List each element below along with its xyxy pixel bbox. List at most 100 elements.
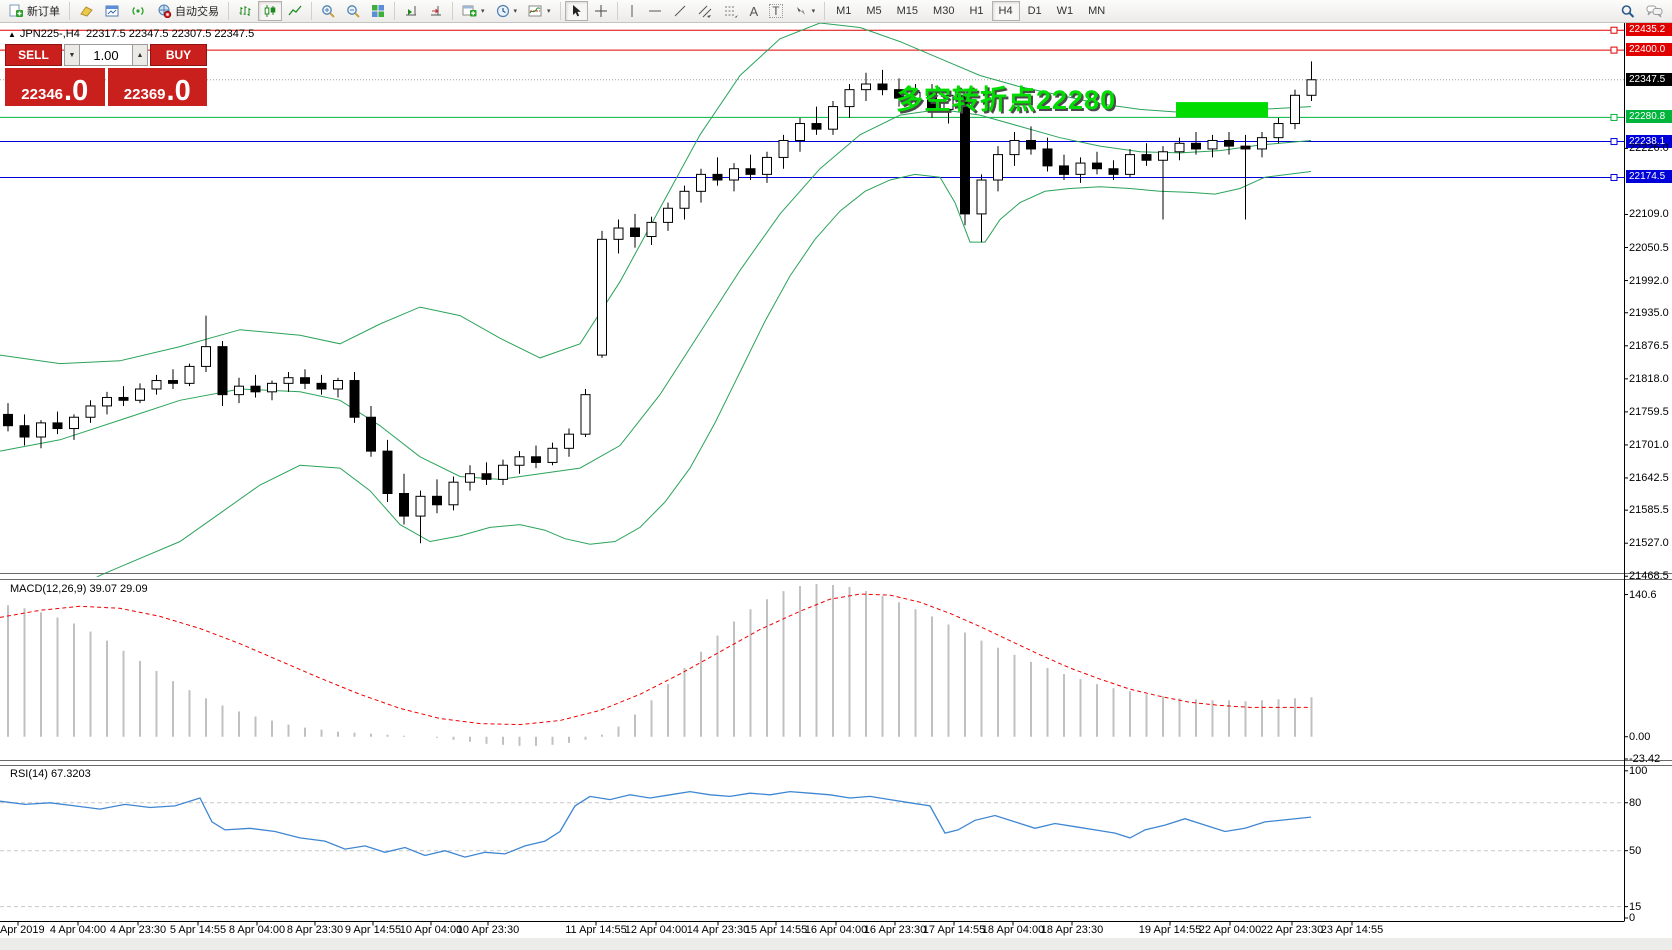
toolbar-separator — [616, 2, 618, 20]
profiles-button[interactable]: ▾ — [491, 1, 523, 21]
chart-shift-button[interactable] — [424, 1, 448, 21]
timeframe-h4-button[interactable]: H4 — [991, 1, 1020, 21]
sell-price-box[interactable]: 22346 .0 — [5, 68, 105, 106]
volume-stepper: ▼ ▲ — [64, 44, 148, 66]
channel-tool-button[interactable] — [693, 1, 718, 21]
horizontal-line-tool-button[interactable] — [643, 1, 667, 21]
fibonacci-icon — [724, 6, 738, 18]
candlestick-chart-button[interactable] — [258, 1, 282, 21]
zoom-out-button[interactable] — [341, 1, 365, 21]
highlight-rectangle[interactable] — [1176, 102, 1268, 118]
volume-increase-button[interactable]: ▲ — [132, 44, 148, 66]
timeframe-d1-button[interactable]: D1 — [1021, 1, 1049, 21]
timeframe-m15-button[interactable]: M15 — [890, 1, 925, 21]
zoom-in-button[interactable] — [316, 1, 340, 21]
trendline-icon — [674, 5, 685, 17]
candlestick-series — [3, 61, 1317, 544]
text-label-icon: T — [769, 4, 783, 18]
price-level-lines[interactable] — [0, 26, 1624, 181]
toolbar-separator — [311, 2, 312, 20]
trendline-tool-button[interactable] — [668, 1, 692, 21]
sell-button[interactable]: SELL — [5, 44, 62, 66]
buy-price-pips: .0 — [166, 75, 191, 107]
signals-icon — [132, 7, 144, 15]
chevron-down-icon: ▾ — [513, 8, 518, 15]
signals-button[interactable] — [126, 1, 151, 21]
toolbar-separator — [824, 2, 826, 20]
auto-scroll-button[interactable] — [399, 1, 423, 21]
toolbar-separator — [394, 2, 395, 20]
timeframe-m30-button[interactable]: M30 — [926, 1, 961, 21]
time-axis — [17, 921, 1353, 926]
bollinger-middle-band — [0, 108, 1312, 480]
zoom-in-icon — [322, 5, 335, 18]
autotrading-label: 自动交易 — [175, 6, 219, 18]
text-tool-button[interactable]: A — [745, 1, 764, 21]
crosshair-tool-button[interactable] — [589, 1, 613, 21]
autotrading-button[interactable]: 自动交易 — [152, 1, 224, 21]
arrows-tool-button[interactable]: ▾ — [789, 1, 821, 21]
sell-price: 22346 — [21, 86, 64, 103]
timeframe-m5-button[interactable]: M5 — [859, 1, 888, 21]
volume-input[interactable] — [80, 44, 132, 66]
horizontal-line-icon — [648, 10, 661, 12]
cursor-tool-button[interactable] — [564, 1, 588, 21]
timeframe-w1-button[interactable]: W1 — [1050, 1, 1081, 21]
toolbar-separator — [559, 2, 561, 20]
volume-decrease-button[interactable]: ▼ — [64, 44, 80, 66]
buy-price-box[interactable]: 22369 .0 — [107, 68, 207, 107]
chevron-down-icon: ▾ — [481, 8, 485, 15]
macd-pane — [0, 584, 1313, 746]
new-order-button[interactable]: 新订单 — [4, 1, 65, 21]
new-order-icon — [9, 4, 23, 17]
collapse-chart-icon[interactable]: ▲ — [8, 30, 16, 39]
profiles-clock-icon — [496, 4, 509, 18]
status-strip — [0, 938, 1672, 950]
bar-chart-button[interactable] — [233, 1, 257, 21]
crosshair-icon — [594, 5, 607, 17]
toolbar-separator — [69, 2, 70, 20]
market-window-button[interactable] — [100, 1, 125, 21]
cursor-icon — [572, 5, 581, 17]
text-label-tool-button[interactable]: T — [764, 1, 787, 21]
buy-price: 22369 — [123, 86, 166, 103]
arrows-icon — [796, 7, 805, 15]
rsi-pane — [0, 790, 1624, 908]
tile-windows-button[interactable] — [366, 1, 390, 21]
auto-scroll-icon — [406, 6, 416, 16]
autotrading-icon — [158, 4, 172, 18]
text-icon: A — [749, 3, 759, 19]
fibonacci-tool-button[interactable] — [719, 1, 744, 21]
buy-button[interactable]: BUY — [150, 44, 207, 66]
chat-icon — [1646, 5, 1663, 18]
search-icon — [1621, 4, 1635, 18]
new-chart-button[interactable]: ▾ — [457, 1, 490, 21]
new-chart-icon — [462, 5, 477, 17]
new-order-label: 新订单 — [27, 6, 60, 18]
zoom-out-icon — [347, 5, 360, 18]
timeframe-m1-button[interactable]: M1 — [829, 1, 858, 21]
pane-frame — [0, 23, 1672, 922]
line-chart-icon — [288, 5, 302, 16]
timeframe-mn-button[interactable]: MN — [1081, 1, 1112, 21]
charts-group-button[interactable] — [74, 1, 99, 21]
timeframe-h1-button[interactable]: H1 — [962, 1, 990, 21]
main-toolbar: 新订单 自动交易 ▾ ▾ — [0, 0, 1672, 23]
chart-text-annotation[interactable]: 多空转折点22280 — [896, 85, 1117, 115]
charts-group-icon — [80, 6, 93, 17]
bollinger-upper-band — [0, 23, 1312, 365]
bollinger-lower-band — [96, 171, 1312, 577]
search-button[interactable] — [1615, 1, 1640, 21]
bar-chart-icon — [239, 6, 251, 16]
indicators-button[interactable]: ▾ — [523, 1, 556, 21]
chat-button[interactable] — [1641, 1, 1668, 21]
vertical-line-tool-button[interactable] — [622, 1, 642, 21]
sell-price-pips: .0 — [64, 75, 89, 107]
one-click-trade-panel: SELL ▼ ▲ BUY 22346 .0 22369 .0 — [5, 44, 207, 106]
toolbar-separator — [452, 2, 453, 20]
chevron-down-icon: ▾ — [547, 8, 551, 15]
indicators-icon — [528, 5, 542, 17]
line-chart-button[interactable] — [283, 1, 307, 21]
